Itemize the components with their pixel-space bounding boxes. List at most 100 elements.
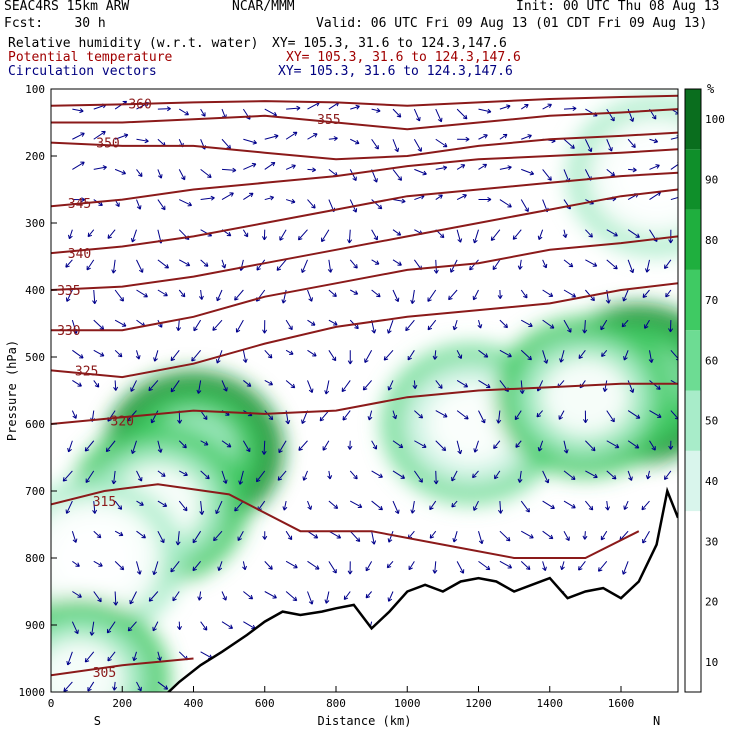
vector-arrow <box>371 259 380 265</box>
vector-arrow <box>427 319 437 331</box>
vector-arrow <box>157 500 168 507</box>
vector-arrow <box>435 410 448 418</box>
vector-arrow <box>136 500 144 506</box>
vector-arrow <box>520 289 528 299</box>
vector-arrow <box>478 108 492 114</box>
vector-arrow <box>114 168 127 175</box>
vector-arrow <box>221 138 232 150</box>
vector-arrow <box>414 440 427 448</box>
vector-arrow <box>243 192 254 200</box>
vector-arrow <box>364 350 373 363</box>
vector-arrow <box>216 289 223 302</box>
vector-arrow <box>670 135 678 141</box>
vector-arrow <box>349 259 358 269</box>
vector-arrow <box>234 289 244 301</box>
vector-arrow <box>328 561 337 574</box>
vector-arrow <box>105 440 116 453</box>
vector-arrow <box>427 289 437 302</box>
vector-arrow <box>72 197 86 203</box>
vector-arrow <box>392 139 400 153</box>
vector-arrow <box>176 320 182 332</box>
vector-arrow <box>319 410 330 422</box>
legend-swatch <box>685 450 701 512</box>
vector-arrow <box>520 560 531 571</box>
vector-arrow <box>456 440 463 455</box>
vector-arrow <box>456 410 469 420</box>
vector-arrow <box>63 681 73 692</box>
vector-arrow <box>562 229 568 239</box>
vector-arrow <box>307 102 320 110</box>
vector-arrow <box>302 470 308 481</box>
vector-arrow <box>307 349 317 357</box>
vector-arrow <box>478 134 488 140</box>
vector-arrow <box>602 380 608 392</box>
vector-arrow <box>92 289 98 305</box>
vector-arrow <box>106 621 116 634</box>
vector-arrow <box>93 591 102 603</box>
vector-arrow <box>113 380 119 391</box>
vector-arrow <box>243 380 252 387</box>
vector-arrow <box>136 169 143 178</box>
vector-arrow <box>606 229 618 237</box>
vector-arrow <box>135 350 141 360</box>
vector-arrow <box>256 259 266 271</box>
vector-arrow <box>221 380 228 392</box>
vector-arrow <box>435 138 448 148</box>
legend-tick-label: 100 <box>705 113 725 126</box>
vector-arrow <box>498 501 503 514</box>
vector-arrow <box>392 169 403 181</box>
vector-arrow <box>285 319 293 331</box>
vector-arrow <box>478 380 491 389</box>
vector-arrow <box>264 134 279 140</box>
vector-arrow <box>496 410 502 424</box>
vector-arrow <box>285 591 298 602</box>
legend-tick-label: 30 <box>705 535 718 548</box>
vector-arrow <box>221 591 227 601</box>
vector-arrow <box>644 259 650 273</box>
y-tick-label: 400 <box>25 284 45 297</box>
vector-arrow <box>192 561 202 572</box>
x-tick-label: 1200 <box>465 697 492 710</box>
vector-arrow <box>322 440 330 451</box>
vector-arrow <box>387 380 394 391</box>
vector-arrow <box>435 194 443 200</box>
vector-arrow <box>152 561 159 576</box>
vector-arrow <box>622 289 629 302</box>
y-tick-label: 500 <box>25 351 45 364</box>
vector-arrow <box>242 350 248 363</box>
vector-arrow <box>645 470 651 480</box>
vector-arrow <box>285 530 293 541</box>
vector-arrow <box>157 651 162 661</box>
vector-arrow <box>371 229 378 241</box>
vector-arrow <box>478 410 486 424</box>
vector-arrow <box>65 289 73 302</box>
vector-arrow <box>87 681 95 692</box>
vector-arrow <box>307 319 316 326</box>
vector-arrow <box>111 259 117 274</box>
vector-arrow <box>521 319 533 327</box>
legend-tick-label: 80 <box>705 234 718 247</box>
vector-arrow <box>347 229 353 244</box>
vector-arrow <box>157 106 171 112</box>
vector-arrow <box>157 440 163 453</box>
field-vectors-name: Circulation vectors <box>8 64 157 79</box>
vector-arrow <box>132 651 138 662</box>
legend-swatch <box>685 511 701 572</box>
vector-arrow <box>307 167 317 173</box>
vector-arrow <box>262 320 268 334</box>
vector-arrow <box>478 531 484 545</box>
vector-arrow <box>606 470 617 480</box>
field-rh-xy: XY= 105.3, 31.6 to 124.3,147.6 <box>272 36 507 51</box>
vector-arrow <box>392 470 406 479</box>
vector-arrow <box>200 470 210 480</box>
vector-arrow <box>585 470 598 479</box>
theta-label: 330 <box>57 324 80 339</box>
vector-arrow <box>641 500 650 511</box>
vector-arrow <box>221 470 228 484</box>
vector-arrow <box>514 410 522 421</box>
vector-arrow <box>276 259 287 271</box>
vector-arrow <box>371 470 383 478</box>
vector-arrow <box>448 289 458 301</box>
vector-arrow <box>114 560 125 571</box>
x-tick-label: 0 <box>48 697 55 710</box>
